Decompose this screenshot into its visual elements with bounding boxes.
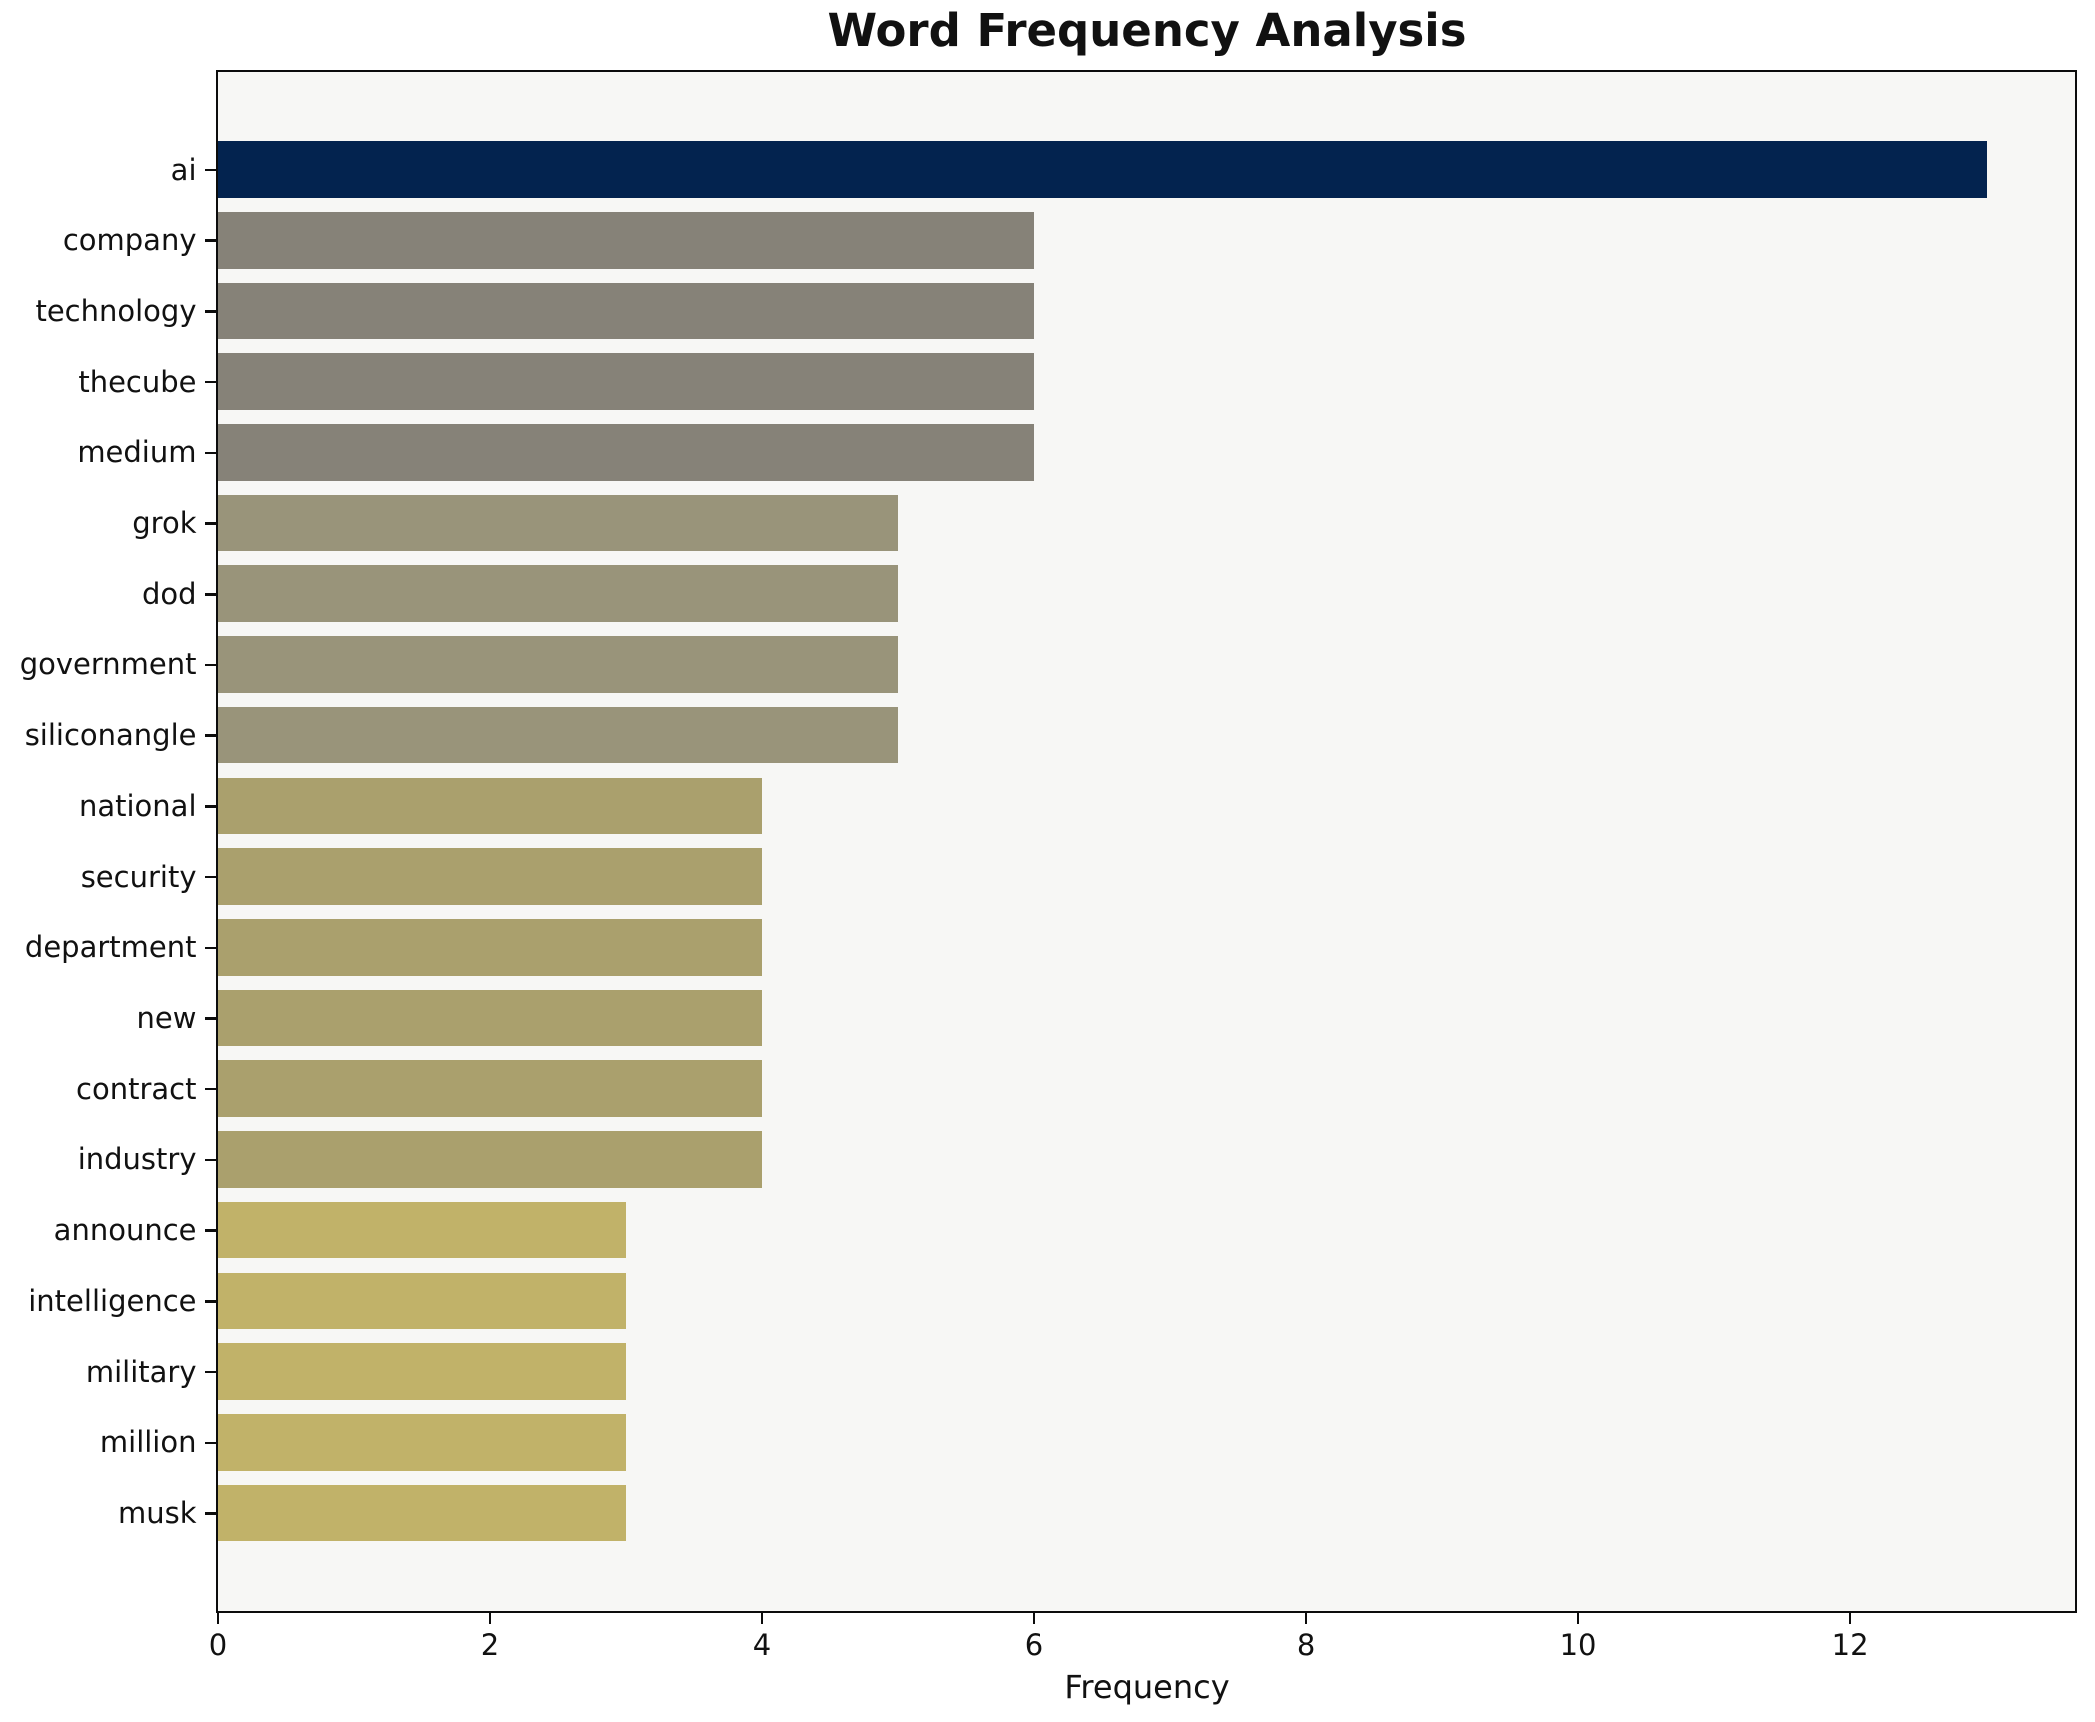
x-tick-label: 6 [1024, 1627, 1044, 1662]
x-tick-label: 0 [208, 1627, 228, 1662]
bar-intelligence [217, 1272, 626, 1330]
y-tick-mark [204, 1229, 216, 1232]
y-tick-label: industry [77, 1142, 197, 1177]
bar-announce [217, 1201, 626, 1259]
y-tick-mark [204, 1512, 216, 1515]
y-tick-mark [204, 310, 216, 313]
bar-industry [217, 1131, 762, 1188]
y-tick-label: military [85, 1354, 197, 1389]
bar-thecube [217, 353, 1034, 410]
y-tick-mark [204, 239, 216, 242]
bar-grok [217, 494, 898, 552]
y-tick-mark [204, 1158, 216, 1162]
x-tick-label: 2 [480, 1627, 500, 1662]
bar-medium [217, 424, 1034, 481]
x-tick-label: 12 [1831, 1627, 1869, 1662]
bar-ai [217, 141, 1987, 198]
y-tick-mark [204, 593, 216, 596]
y-tick-mark [204, 380, 216, 384]
bar-technology [217, 282, 1034, 340]
y-tick-mark [204, 522, 216, 525]
y-tick-mark [204, 1300, 216, 1303]
bar-new [217, 989, 762, 1047]
y-tick-label: government [19, 647, 197, 682]
y-tick-mark [204, 1017, 216, 1020]
y-tick-label: siliconangle [24, 718, 197, 753]
y-tick-mark [204, 1087, 216, 1091]
y-tick-mark [204, 663, 216, 667]
x-tick-label: 10 [1559, 1627, 1597, 1662]
y-tick-label: thecube [78, 364, 197, 399]
bar-contract [217, 1060, 762, 1118]
y-tick-label: contract [76, 1071, 197, 1106]
bar-national [217, 777, 762, 835]
bar-million [217, 1413, 626, 1471]
y-tick-mark [204, 1370, 216, 1374]
y-tick-mark [204, 805, 216, 808]
bar-department [217, 919, 762, 976]
y-tick-label: ai [170, 152, 197, 187]
y-tick-mark [204, 168, 216, 172]
y-tick-label: medium [77, 435, 197, 470]
y-tick-mark [204, 946, 216, 950]
bar-dod [217, 565, 898, 623]
x-axis-label: Frequency [1064, 1668, 1230, 1706]
y-tick-label: new [136, 1001, 197, 1036]
x-tick-mark [1032, 1612, 1036, 1624]
bar-company [217, 211, 1034, 269]
y-tick-label: grok [132, 506, 197, 541]
x-tick-mark [760, 1612, 764, 1624]
y-tick-label: musk [117, 1495, 197, 1530]
x-tick-mark [1848, 1612, 1852, 1624]
bar-government [217, 636, 898, 693]
bar-military [217, 1343, 626, 1400]
y-tick-mark [204, 875, 216, 879]
y-tick-mark [204, 734, 216, 737]
x-tick-mark [1304, 1612, 1308, 1624]
plot-area [215, 70, 2077, 1613]
y-tick-label: intelligence [28, 1283, 197, 1318]
y-tick-label: national [78, 788, 197, 823]
x-tick-label: 8 [1296, 1627, 1316, 1662]
bar-musk [217, 1484, 626, 1542]
x-tick-mark [488, 1612, 492, 1624]
y-tick-mark [204, 451, 216, 455]
y-tick-label: department [24, 930, 197, 965]
y-tick-mark [204, 1441, 216, 1445]
bar-siliconangle [217, 706, 898, 764]
y-tick-label: company [62, 223, 197, 258]
chart-title: Word Frequency Analysis [827, 4, 1467, 57]
y-tick-label: announce [53, 1213, 197, 1248]
y-tick-label: million [99, 1425, 197, 1460]
bar-security [217, 848, 762, 905]
x-tick-mark [216, 1612, 220, 1624]
y-tick-label: dod [141, 576, 197, 611]
x-tick-mark [1576, 1612, 1580, 1624]
y-tick-label: security [80, 859, 197, 894]
y-tick-label: technology [35, 293, 197, 328]
x-tick-label: 4 [752, 1627, 772, 1662]
